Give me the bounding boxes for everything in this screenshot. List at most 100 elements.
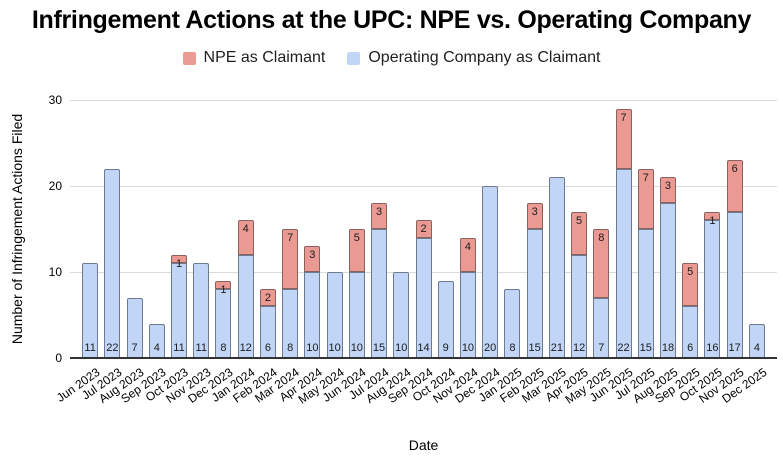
bar-segment-npe: 5 (571, 211, 588, 255)
bar-value-label-npe: 2 (264, 292, 271, 305)
bar-value-label-operating-company: 10 (350, 342, 363, 354)
legend-label-operating-company: Operating Company as Claimant (368, 49, 601, 66)
bar-oct-2025: 1 16 (704, 211, 721, 358)
bar-value-label-npe: 1 (220, 283, 227, 296)
bar-value-label-npe: 7 (642, 171, 649, 184)
bar-value-label-operating-company: 9 (442, 341, 449, 354)
bar-aug-2024: 10 (393, 272, 410, 358)
bar-value-label-operating-company: 15 (639, 341, 652, 354)
bar-oct-2023: 1 11 (171, 254, 188, 358)
bar-value-label-operating-company: 22 (106, 341, 119, 354)
bar-value-label-operating-company: 18 (661, 341, 675, 354)
y-tick-label-10: 10 (48, 265, 62, 279)
bar-jul-2023: 22 (104, 168, 121, 358)
bar-value-label-operating-company: 10 (461, 341, 475, 354)
bar-jan-2024: 4 12 (237, 220, 254, 358)
bar-value-label-operating-company: 6 (264, 341, 271, 354)
bar-value-label-npe: 3 (375, 206, 383, 219)
bar-segment-operating-company: 15 (637, 228, 654, 358)
bar-feb-2025: 3 15 (526, 203, 543, 358)
bar-segment-operating-company: 10 (348, 272, 365, 358)
legend-label-npe: NPE as Claimant (203, 49, 326, 66)
bar-value-label-operating-company: 16 (706, 341, 719, 354)
bar-segment-operating-company: 12 (571, 254, 588, 358)
bar-segment-npe: 6 (726, 160, 743, 212)
bar-value-label-npe: 5 (576, 214, 583, 227)
y-tick-label-0: 0 (55, 351, 62, 365)
bar-value-label-npe: 4 (242, 223, 249, 236)
bar-segment-npe: 5 (682, 263, 699, 307)
bar-jan-2025: 8 (504, 289, 521, 358)
bar-value-label-operating-company: 6 (687, 341, 694, 354)
bar-segment-operating-company: 11 (171, 263, 188, 358)
bar-value-label-npe: 2 (420, 223, 427, 236)
bar-jun-2024: 5 10 (348, 229, 365, 358)
legend-swatch-operating-company-icon (347, 51, 361, 65)
y-tick-label-20: 20 (48, 179, 62, 193)
bar-segment-operating-company: 6 (682, 306, 699, 358)
bar-segment-npe: 4 (237, 220, 254, 255)
bar-segment-npe: 7 (615, 108, 632, 169)
bar-value-label-operating-company: 7 (131, 341, 138, 354)
bar-value-label-npe: 4 (464, 240, 471, 253)
bar-segment-operating-company: 20 (482, 186, 499, 358)
bar-segment-npe: 3 (371, 203, 388, 229)
bar-segment-operating-company: 6 (259, 306, 276, 358)
bar-value-label-operating-company: 8 (220, 341, 227, 354)
bar-segment-operating-company: 22 (104, 168, 121, 358)
bar-jul-2024: 3 15 (371, 203, 388, 358)
bar-value-label-npe: 5 (353, 232, 360, 244)
x-axis-line (70, 357, 777, 359)
bar-segment-operating-company: 14 (415, 237, 432, 358)
legend-item-npe: NPE as Claimant (182, 49, 326, 67)
bar-value-label-operating-company: 11 (173, 341, 185, 354)
bar-segment-npe: 5 (348, 229, 365, 272)
bar-segment-operating-company: 18 (659, 203, 676, 358)
x-axis-title: Date (408, 437, 439, 453)
bar-value-label-npe: 1 (175, 257, 183, 270)
bar-value-label-operating-company: 10 (395, 342, 408, 354)
bar-segment-operating-company: 12 (237, 254, 254, 358)
bar-value-label-npe: 3 (309, 249, 316, 262)
bar-value-label-operating-company: 12 (239, 341, 252, 354)
bar-value-label-operating-company: 15 (372, 341, 386, 354)
bar-dec-2025: 4 (748, 323, 765, 358)
bar-value-label-npe: 7 (287, 232, 294, 244)
y-tick-label-30: 30 (48, 93, 62, 107)
bar-nov-2023: 11 (193, 263, 210, 358)
bar-segment-operating-company: 7 (126, 297, 143, 358)
bar-value-label-operating-company: 14 (417, 341, 430, 354)
bar-segment-operating-company: 17 (726, 211, 743, 358)
bar-segment-npe: 7 (282, 229, 299, 290)
bar-value-label-npe: 1 (709, 214, 716, 227)
bar-segment-operating-company: 10 (304, 271, 321, 358)
bar-segment-npe: 3 (526, 203, 543, 229)
bar-value-label-operating-company: 7 (598, 341, 605, 354)
bar-value-label-npe: 6 (731, 163, 738, 176)
bar-mar-2025: 21 (548, 177, 565, 358)
bar-dec-2024: 20 (482, 186, 499, 358)
bar-jun-2025: 7 22 (615, 108, 632, 358)
bar-segment-operating-company: 15 (371, 228, 388, 358)
bar-segment-operating-company: 16 (704, 220, 721, 358)
bar-value-label-operating-company: 21 (550, 341, 563, 354)
bar-value-label-operating-company: 11 (195, 341, 207, 354)
bar-nov-2025: 6 17 (726, 160, 743, 358)
gridline-30 (70, 100, 777, 101)
bar-value-label-operating-company: 11 (84, 341, 96, 354)
bar-segment-operating-company: 4 (748, 323, 765, 358)
bar-may-2024: 10 (326, 272, 343, 358)
bar-segment-npe: 4 (459, 237, 476, 272)
legend: NPE as Claimant Operating Company as Cla… (0, 49, 783, 67)
bar-segment-operating-company: 15 (526, 228, 543, 358)
bar-segment-npe: 8 (593, 229, 610, 298)
bar-value-label-npe: 7 (620, 111, 627, 124)
bar-segment-npe: 1 (704, 211, 721, 226)
bar-segment-npe: 3 (304, 246, 321, 272)
bar-segment-operating-company: 22 (615, 168, 632, 358)
bar-segment-npe: 7 (637, 168, 654, 229)
